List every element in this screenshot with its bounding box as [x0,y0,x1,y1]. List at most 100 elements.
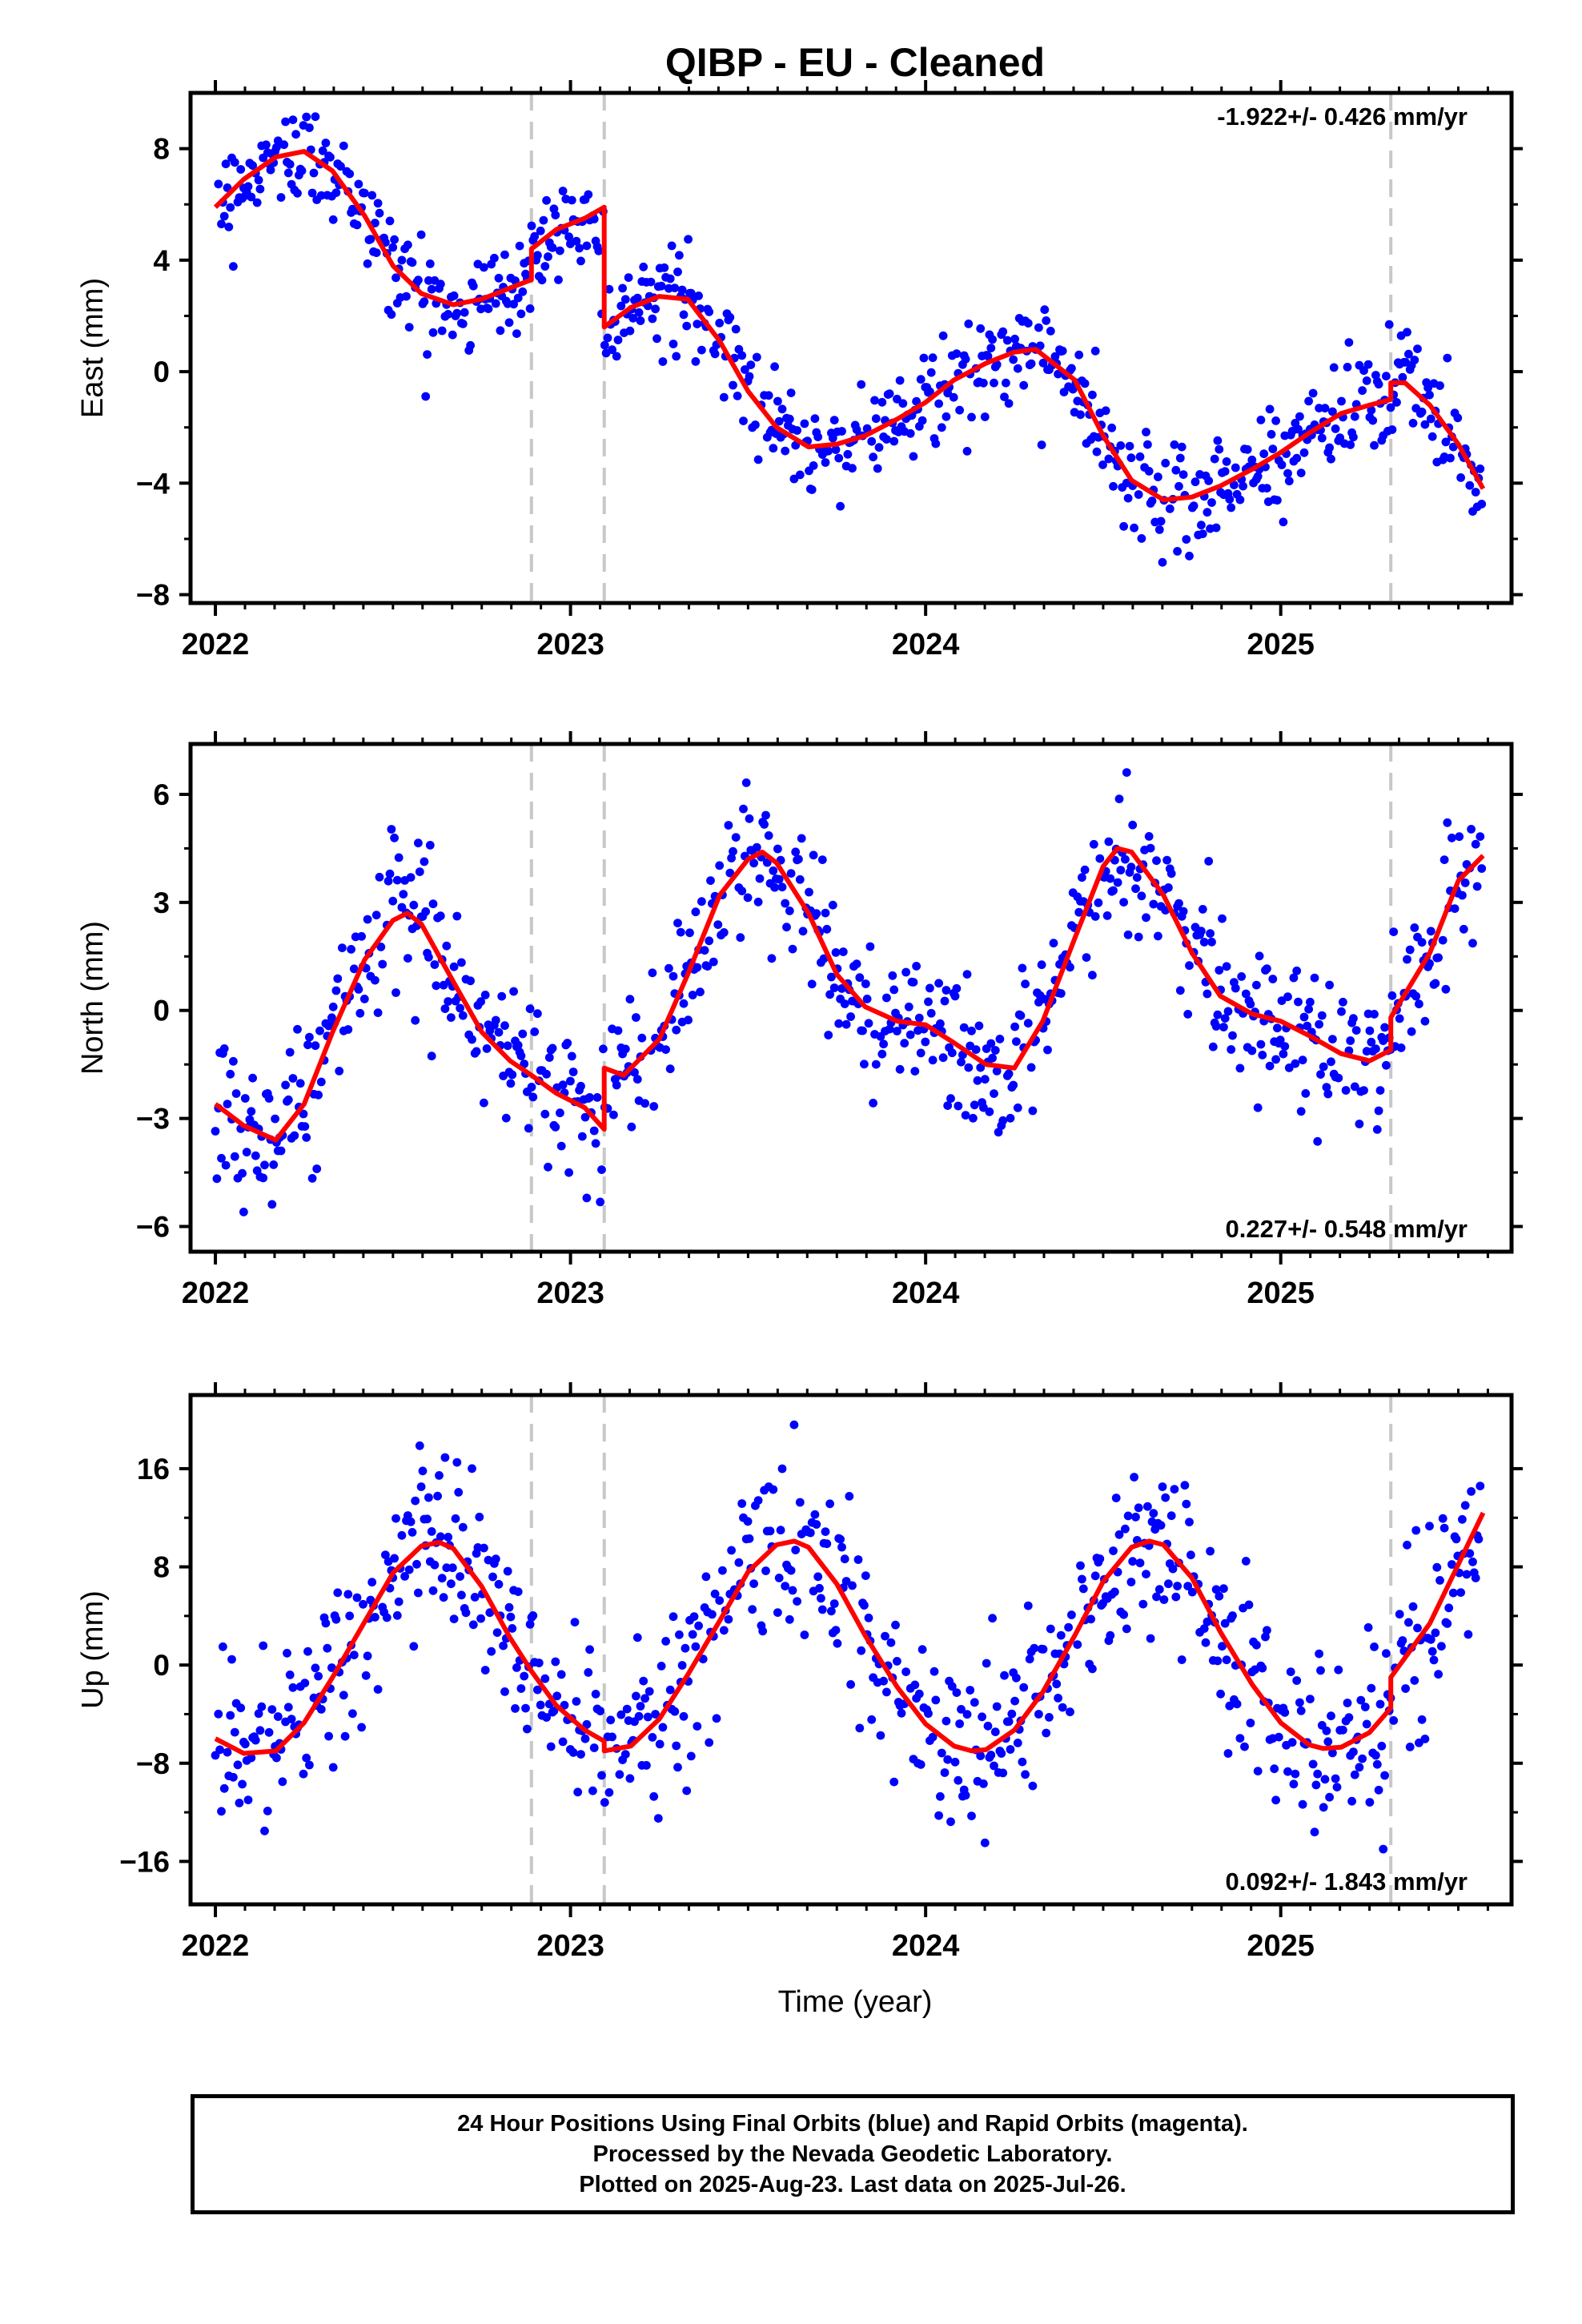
data-point-east [276,193,286,202]
data-point-up [1398,1636,1407,1645]
data-point-east [1067,364,1076,373]
data-point-north [436,911,445,921]
data-point-up [300,1679,310,1688]
data-point-up [891,1620,900,1630]
y-axis-label-east: East (mm) [76,278,110,418]
data-point-east [600,340,609,350]
data-point-up [1289,1779,1299,1789]
data-point-east [1010,334,1019,344]
data-point-up [604,1787,614,1797]
data-point-north [1178,907,1188,916]
data-point-north [556,1108,564,1118]
data-point-north [585,1093,594,1102]
data-point-up [534,1659,544,1667]
data-point-up [521,1703,530,1713]
data-point-north [343,1025,353,1034]
data-point-up [452,1458,462,1467]
data-point-north [442,941,452,951]
data-point-east [425,259,435,268]
data-point-east [217,219,226,229]
data-point-east [272,143,281,152]
data-point-east [686,288,696,298]
data-point-east [616,301,626,311]
data-point-north [665,963,673,973]
data-point-north [973,1076,982,1085]
data-point-east [673,267,682,276]
data-point-north [1472,882,1482,891]
data-point-up [1460,1501,1470,1510]
data-point-east [388,243,398,252]
data-point-up [418,1466,428,1476]
data-point-east [248,161,257,171]
data-point-east [1420,420,1430,429]
data-point-up [1138,1599,1148,1609]
data-point-north [305,1032,314,1042]
data-point-north [1237,972,1247,981]
data-point-east [670,283,680,292]
data-point-up [946,1817,955,1827]
data-point-up [1331,1774,1340,1783]
data-point-up [1448,1588,1458,1598]
data-point-up [682,1786,692,1795]
data-point-north [375,872,384,882]
data-point-north [394,853,404,862]
data-point-east [1126,453,1136,463]
data-point-east [1279,517,1288,527]
data-point-up [961,1791,970,1800]
data-point-east [279,140,289,150]
data-point-east [1425,390,1434,400]
data-point-up [348,1709,357,1719]
data-point-north [217,1153,226,1163]
data-point-north [1439,855,1449,864]
data-point-east [318,146,327,155]
data-point-up [506,1612,516,1622]
data-point-up [1106,1630,1115,1640]
data-point-east [509,300,518,309]
data-point-east [1211,523,1221,533]
data-point-north [1387,991,1397,1000]
data-point-up [840,1554,849,1564]
data-point-north [314,1090,323,1100]
data-point-east [1080,379,1090,388]
data-point-up [1471,1574,1480,1582]
data-point-up [345,1611,355,1621]
data-point-east [986,344,996,352]
data-point-up [582,1719,592,1729]
data-point-north [1313,1136,1323,1146]
data-point-east [934,399,943,408]
data-point-up [1356,1695,1366,1705]
data-point-north [630,1068,639,1077]
data-point-north [936,1019,945,1028]
data-point-north [328,1002,338,1011]
data-point-up [724,1614,733,1624]
x-tick-label-north: 2025 [1247,1277,1315,1310]
data-point-east [1367,405,1376,415]
data-point-up [1149,1509,1158,1518]
data-point-up [1088,1664,1097,1674]
data-point-north [764,831,773,840]
data-point-north [964,1063,974,1072]
data-point-north [753,897,763,907]
data-point-north [1204,857,1214,866]
data-point-north [229,1056,238,1066]
data-point-north [1289,973,1299,983]
data-point-east [490,253,499,263]
data-point-east [737,351,747,360]
data-point-north [219,1044,229,1053]
data-point-east [428,328,438,337]
data-point-north [468,1035,476,1044]
data-point-north [432,981,441,991]
data-point-up [693,1722,702,1731]
data-point-east [745,372,754,381]
y-tick-label-north: 3 [153,887,170,919]
data-point-east [243,182,253,191]
panel-frame-east [188,90,1514,605]
data-point-north [1322,1083,1331,1092]
data-point-north [556,1141,566,1151]
data-point-north [858,1026,867,1035]
data-point-north [409,900,419,910]
data-point-north [864,1019,873,1028]
data-point-north [577,1132,587,1141]
data-point-north [1066,963,1074,972]
data-point-east [1098,460,1107,469]
